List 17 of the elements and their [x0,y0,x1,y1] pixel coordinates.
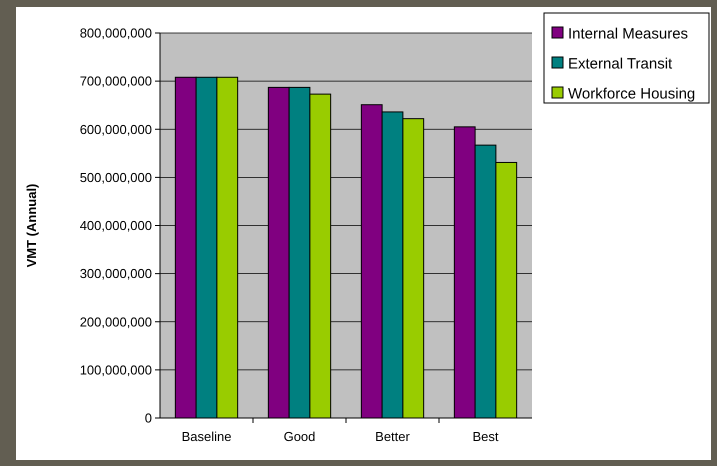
y-tick-label: 300,000,000 [80,266,152,282]
y-tick-label: 700,000,000 [80,74,152,89]
y-tick-label: 400,000,000 [80,218,152,234]
x-tick-label: Baseline [182,429,232,444]
y-tick-label: 500,000,000 [80,170,152,185]
y-tick-label: 600,000,000 [80,122,152,137]
legend-label: Workforce Housing [568,85,696,102]
y-axis-title: VMT (Annual) [24,184,39,268]
legend-label: Internal Measures [568,25,688,42]
x-tick-label: Better [375,429,411,444]
y-tick-label: 200,000,000 [80,314,152,330]
x-tick-label: Good [284,429,316,444]
y-tick-label: 0 [144,410,152,426]
legend-label: External Transit [568,55,674,72]
y-tick-label: 100,000,000 [80,362,152,378]
y-tick-label: 800,000,000 [80,26,152,41]
x-tick-label: Best [472,429,499,444]
